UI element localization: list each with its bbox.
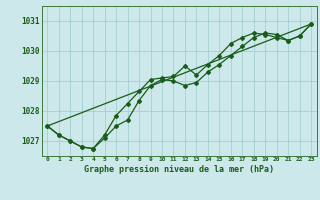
X-axis label: Graphe pression niveau de la mer (hPa): Graphe pression niveau de la mer (hPa) [84, 165, 274, 174]
